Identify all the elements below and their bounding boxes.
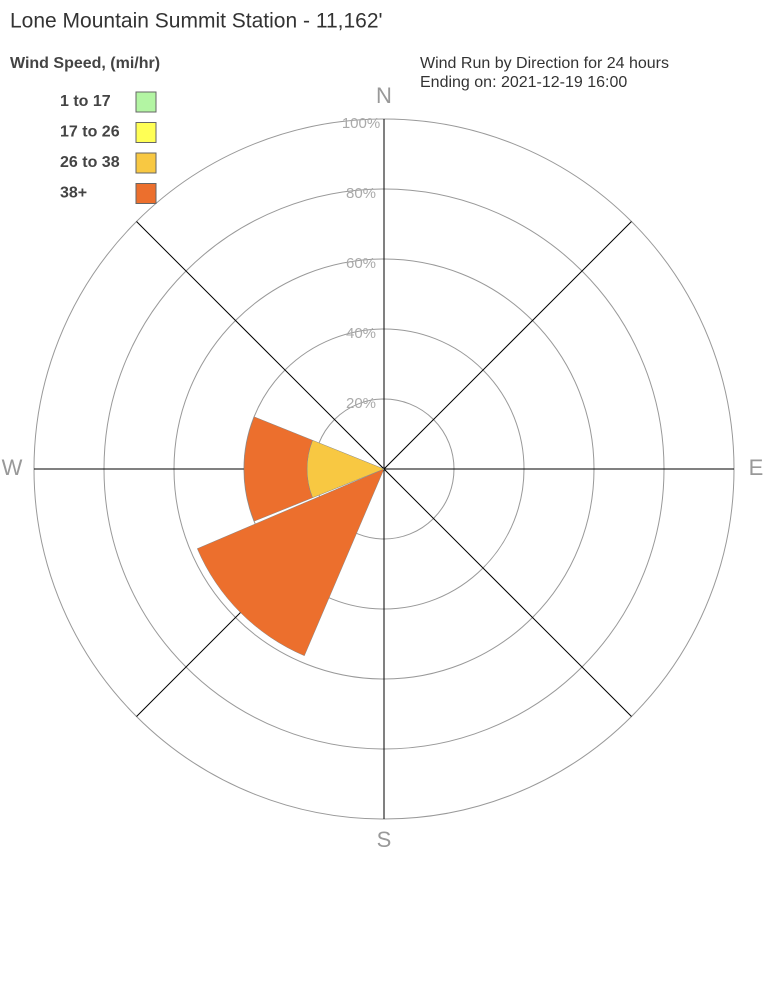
legend-label: 1 to 17 — [60, 93, 111, 110]
ring-label: 40% — [346, 325, 376, 342]
legend-label: 17 to 26 — [60, 124, 120, 141]
compass-label: W — [2, 455, 23, 480]
legend-swatch — [135, 91, 157, 113]
legend-title: Wind Speed, (mi/hr) — [10, 55, 160, 72]
legend-label: 26 to 38 — [60, 154, 120, 171]
subtitle: Ending on: 2021-12-19 16:00 — [420, 74, 627, 91]
compass-label: E — [749, 455, 764, 480]
chart-title: Lone Mountain Summit Station - 11,162' — [10, 10, 383, 33]
ring-label: 80% — [346, 185, 376, 202]
legend-swatch — [135, 183, 157, 204]
ring-label: 100% — [342, 115, 380, 132]
legend-label: 38+ — [60, 185, 87, 202]
subtitle: Wind Run by Direction for 24 hours — [420, 55, 669, 72]
compass-label: S — [377, 827, 392, 852]
legend-swatch — [135, 122, 157, 143]
ring-label: 60% — [346, 255, 376, 272]
sector — [196, 468, 385, 657]
compass-label: N — [376, 83, 392, 108]
ring-label: 20% — [346, 395, 376, 412]
legend-swatch — [135, 152, 157, 174]
sector — [243, 416, 313, 522]
